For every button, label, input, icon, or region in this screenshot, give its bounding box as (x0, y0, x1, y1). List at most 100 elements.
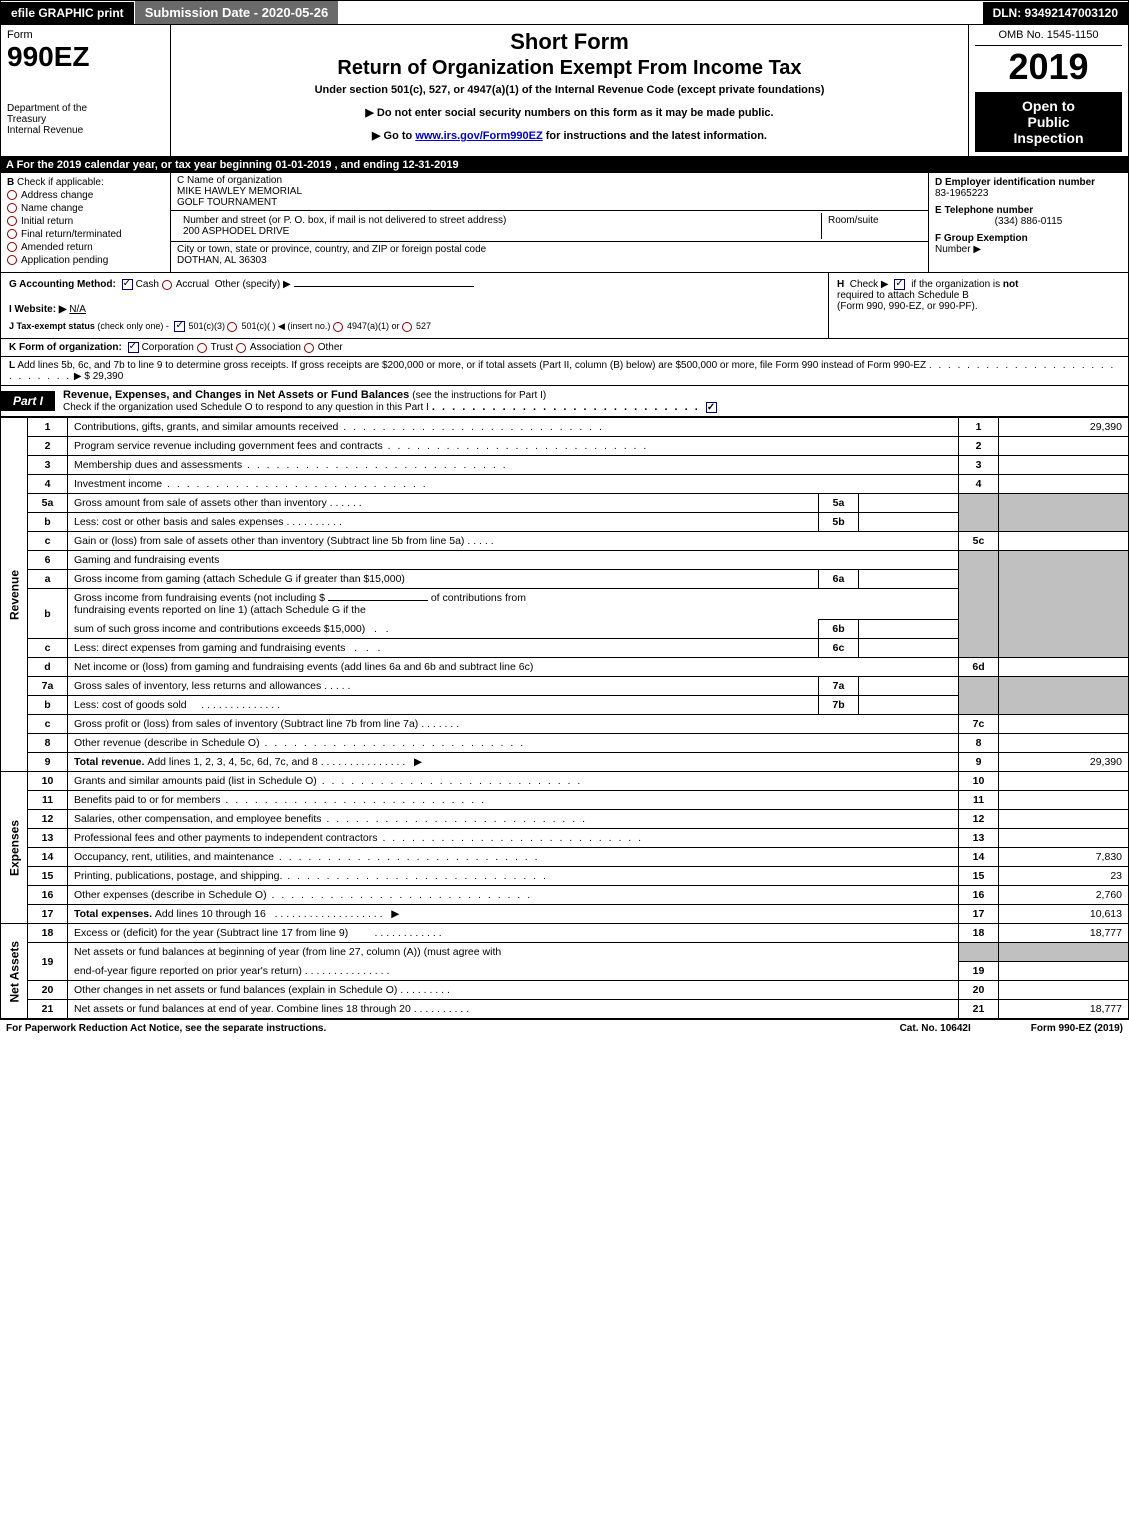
line-num: c (28, 639, 68, 658)
circle-icon[interactable] (7, 229, 17, 239)
j3: 4947(a)(1) or (347, 321, 400, 331)
circle-icon[interactable] (7, 203, 17, 213)
line-amount: 23 (999, 867, 1129, 886)
table-row: Revenue 1 Contributions, gifts, grants, … (1, 418, 1129, 437)
j1: 501(c)(3) (188, 321, 225, 331)
city-value: DOTHAN, AL 36303 (177, 255, 922, 266)
k-label: K Form of organization: (9, 342, 122, 353)
table-row: 20 Other changes in net assets or fund b… (1, 980, 1129, 999)
line-text: Less: direct expenses from gaming and fu… (74, 642, 345, 654)
table-row: 16 Other expenses (describe in Schedule … (1, 886, 1129, 905)
b-item-1-label: Name change (21, 203, 83, 214)
sub-amount (859, 494, 959, 513)
c-column: C Name of organization MIKE HAWLEY MEMOR… (171, 173, 928, 272)
form-number: 990EZ (7, 41, 164, 73)
dept-2: Treasury (7, 114, 164, 125)
line-text: Other expenses (describe in Schedule O) (74, 889, 267, 901)
line-amount: 29,390 (999, 418, 1129, 437)
circle-icon[interactable] (7, 255, 17, 265)
h-txt1: if the organization is (911, 279, 1003, 290)
circle-icon[interactable] (333, 322, 343, 332)
line-num: 15 (28, 867, 68, 886)
line-text-2: end-of-year figure reported on prior yea… (74, 965, 302, 977)
website-value: N/A (69, 304, 86, 315)
circle-icon[interactable] (7, 190, 17, 200)
501c3-checkbox[interactable] (174, 321, 185, 332)
line-box: 15 (959, 867, 999, 886)
table-row: 6 Gaming and fundraising events (1, 551, 1129, 570)
h-txt3: (Form 990, 990-EZ, or 990-PF). (837, 301, 978, 312)
go-to-post: for instructions and the latest informat… (543, 130, 767, 142)
table-row: 7a Gross sales of inventory, less return… (1, 677, 1129, 696)
line-text: Less: cost or other basis and sales expe… (74, 516, 284, 528)
circle-icon[interactable] (7, 216, 17, 226)
b-label: B (7, 177, 14, 188)
line-amount: 18,777 (999, 999, 1129, 1018)
line-num: d (28, 658, 68, 677)
irs-link[interactable]: www.irs.gov/Form990EZ (415, 130, 542, 142)
line-num: 2 (28, 437, 68, 456)
table-row: 19 Net assets or fund balances at beginn… (1, 943, 1129, 962)
line-box: 18 (959, 924, 999, 943)
group-number: Number ▶ (935, 244, 1122, 255)
line-num: 16 (28, 886, 68, 905)
cash-checkbox[interactable] (122, 279, 133, 290)
room-suite-label: Room/suite (822, 213, 922, 239)
header-middle: Short Form Return of Organization Exempt… (171, 25, 968, 156)
header-right: OMB No. 1545-1150 2019 Open to Public In… (968, 25, 1128, 156)
line-text: Gross sales of inventory, less returns a… (74, 680, 321, 692)
circle-icon[interactable] (227, 322, 237, 332)
line-text: Gaming and fundraising events (68, 551, 959, 570)
table-row: 17 Total expenses. Add lines 10 through … (1, 905, 1129, 924)
c-city-block: City or town, state or province, country… (171, 242, 928, 268)
bcde-row: B Check if applicable: Address change Na… (0, 173, 1129, 273)
sub-amount (859, 620, 959, 639)
part1-header: Part I Revenue, Expenses, and Changes in… (0, 386, 1129, 417)
shade-cell (999, 551, 1129, 658)
street-value: 200 ASPHODEL DRIVE (183, 226, 815, 237)
net-assets-side-label: Net Assets (1, 924, 28, 1019)
part1-title-wrap: Revenue, Expenses, and Changes in Net As… (55, 386, 1128, 416)
j2: 501(c)( ) ◀ (insert no.) (241, 321, 330, 331)
footer-form-year: (2019) (1091, 1023, 1123, 1034)
l-row: L Add lines 5b, 6c, and 7b to line 9 to … (0, 357, 1129, 386)
circle-icon[interactable] (197, 343, 207, 353)
open-to-public: Open to Public Inspection (975, 92, 1122, 152)
line-num: c (28, 532, 68, 551)
line-text: Salaries, other compensation, and employ… (74, 813, 321, 825)
line-text-bold: Total expenses. (74, 908, 155, 920)
sub-amount (859, 677, 959, 696)
table-row: 8 Other revenue (describe in Schedule O)… (1, 734, 1129, 753)
expenses-side-label: Expenses (1, 772, 28, 924)
circle-icon[interactable] (402, 322, 412, 332)
org-name-1: MIKE HAWLEY MEMORIAL (177, 186, 922, 197)
tel-value: (334) 886-0115 (935, 216, 1122, 227)
h-label: H (837, 279, 844, 290)
h-right: H Check ▶ if the organization is not req… (828, 273, 1128, 338)
part1-schedule-o-checkbox[interactable] (706, 402, 717, 413)
c-street-block: Number and street (or P. O. box, if mail… (171, 211, 928, 242)
other-label: Other (specify) ▶ (215, 279, 291, 290)
part1-title: Revenue, Expenses, and Changes in Net As… (63, 389, 409, 401)
circle-icon[interactable] (236, 343, 246, 353)
g-label: G Accounting Method: (9, 279, 116, 290)
footer-left: For Paperwork Reduction Act Notice, see … (6, 1023, 900, 1034)
line-num: b (28, 589, 68, 639)
line-text: Contributions, gifts, grants, and simila… (74, 421, 338, 433)
circle-icon[interactable] (7, 242, 17, 252)
line-text: Benefits paid to or for members (74, 794, 220, 806)
sub-box: 5b (819, 513, 859, 532)
line-amount (999, 715, 1129, 734)
k-trust: Trust (211, 342, 233, 353)
circle-icon[interactable] (304, 343, 314, 353)
corp-checkbox[interactable] (128, 342, 139, 353)
h-checkbox[interactable] (894, 279, 905, 290)
efile-print-button[interactable]: efile GRAPHIC print (1, 2, 135, 24)
line-box: 14 (959, 848, 999, 867)
line-box: 4 (959, 475, 999, 494)
line-amount (999, 734, 1129, 753)
circle-icon[interactable] (162, 280, 172, 290)
line-amount: 7,830 (999, 848, 1129, 867)
part1-sub: (see the instructions for Part I) (412, 390, 546, 401)
shade-cell (999, 943, 1129, 962)
